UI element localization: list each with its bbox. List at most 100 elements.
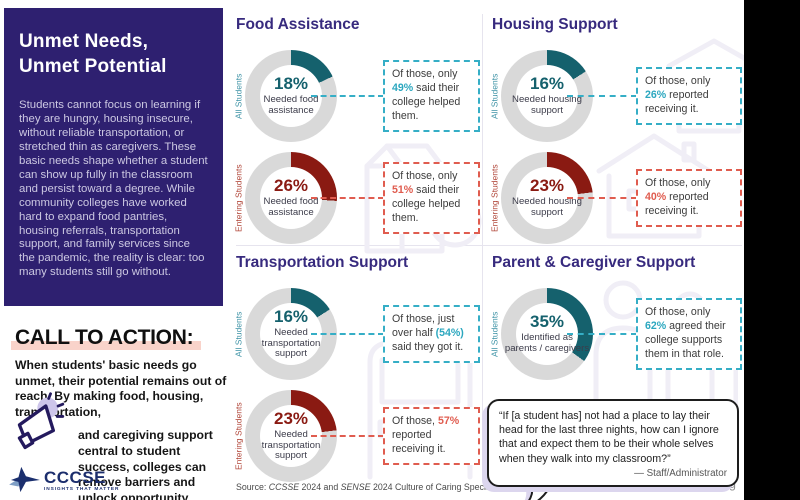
donut-percentage: 23% [529, 176, 565, 196]
quote-bubble: “If [a student has] not had a place to l… [487, 399, 739, 487]
callout-connector-line [567, 333, 637, 335]
donut-center: 16% Needed transportation support [245, 288, 337, 380]
page-title-line1: Unmet Needs, [19, 31, 149, 52]
quote-callout: “If [a student has] not had a place to l… [487, 399, 739, 500]
donut-center: 23% Needed housing support [501, 152, 593, 244]
cccse-logo: CCCSE INSIGHTS THAT MATTER [8, 466, 119, 494]
intro-paragraph: Students cannot focus on learning if the… [19, 99, 208, 279]
donut-percentage: 16% [273, 306, 309, 326]
donut-percentage: 26% [273, 176, 309, 196]
callout-box: Of those, only 40% reported receiving it… [636, 169, 742, 227]
callout-text: Of those, only [645, 75, 711, 88]
donut-percentage: 23% [273, 408, 309, 428]
group-label: Entering Students [233, 402, 244, 470]
donut-percentage: 18% [273, 74, 309, 94]
donut-label: Needed housing support [512, 196, 582, 218]
donut-center: 23% Needed transportation support [245, 390, 337, 482]
callout-connector-line [567, 197, 637, 199]
group-label: All Students [489, 311, 500, 357]
callout-connector-line [567, 95, 637, 97]
group-label: Entering Students [489, 164, 500, 232]
callout-connector-line [311, 333, 384, 335]
callout-value: 49% [392, 82, 414, 95]
stat-row-transportation-all-students: All Students 16% Needed transportation s… [232, 282, 480, 386]
stat-row-food-entering-students: Entering Students 26% Needed food assist… [232, 146, 480, 250]
callout-text-post: said they got it. [392, 340, 464, 353]
group-label: All Students [233, 73, 244, 119]
call-to-action-text-2: and caregiving support central to studen… [78, 428, 213, 500]
callout-value: 51% [392, 184, 414, 197]
donut-center: 26% Needed food assistance [245, 152, 337, 244]
call-to-action: CALL TO ACTION: When students' basic nee… [10, 326, 231, 500]
section-title: Transportation Support [236, 254, 409, 271]
callout-text: Of those, [392, 415, 438, 428]
callout-connector-line [311, 95, 384, 97]
donut-center: 16% Needed housing support [501, 50, 593, 142]
cccse-logo-name: CCCSE [44, 467, 107, 487]
quote-text: “If [a student has] not had a place to l… [499, 410, 719, 465]
callout-text: Of those, just over half [392, 313, 455, 340]
callout-text: Of those, only [392, 68, 458, 81]
donut-center: 18% Needed food assistance [245, 50, 337, 142]
callout-text: Of those, only [392, 170, 458, 183]
source-suffix: 2024 Culture of Caring Special-Focus Mod… [370, 482, 556, 492]
callout-text: Of those, only [645, 177, 711, 190]
section-title: Food Assistance [236, 16, 360, 33]
megaphone-icon [17, 392, 65, 450]
callout-box: Of those, only 49% said their college he… [383, 60, 480, 132]
stat-row-parent-all-students: All Students 35% Identified as parents /… [488, 282, 742, 386]
section-title: Parent & Caregiver Support [492, 254, 696, 271]
group-label: Entering Students [233, 164, 244, 232]
stat-row-food-all-students: All Students 18% Needed food assistance … [232, 44, 480, 148]
callout-connector-line [311, 435, 384, 437]
donut-label: Needed transportation support [261, 428, 321, 462]
stat-row-transportation-entering-students: Entering Students 23% Needed transportat… [232, 384, 480, 488]
callout-box: Of those, only 26% reported receiving it… [636, 67, 742, 125]
donut-label: Needed food assistance [263, 196, 319, 218]
callout-value: 62% [645, 320, 667, 333]
cccse-logo-mark-icon [9, 466, 40, 493]
donut-chart-transportation-entering: 23% Needed transportation support [245, 390, 337, 482]
call-to-action-heading: CALL TO ACTION: [10, 326, 202, 350]
source-note: Source: CCSSE 2024 and SENSE 2024 Cultur… [236, 482, 555, 492]
donut-percentage: 16% [529, 74, 565, 94]
callout-box: Of those, only 51% said their college he… [383, 162, 480, 234]
donut-chart-food-all: 18% Needed food assistance [245, 50, 337, 142]
donut-label: Needed food assistance [263, 94, 319, 116]
quote-bubble-tail [524, 483, 553, 500]
quote-attribution: — Staff/Administrator [634, 467, 727, 479]
callout-box: Of those, 57% reported receiving it. [383, 407, 480, 465]
section-food-assistance: Food Assistance All Students 18% Needed … [232, 8, 482, 254]
section-housing-support: Housing Support All Students 16% Needed … [488, 8, 744, 246]
donut-label: Identified as parents / caregivers [504, 332, 590, 354]
callout-connector-line [311, 197, 384, 199]
callout-box: Of those, just over half (54%) said they… [383, 305, 480, 363]
callout-text: Of those, only [645, 306, 711, 319]
callout-value: 40% [645, 191, 667, 204]
stat-row-housing-entering-students: Entering Students 23% Needed housing sup… [488, 146, 742, 250]
page-title-line2: Unmet Potential [19, 55, 167, 77]
section-transportation-support: Transportation Support All Students 16% … [232, 246, 482, 492]
call-to-action-text-1: When students' basic needs go unmet, the… [15, 358, 227, 419]
donut-center: 35% Identified as parents / caregivers [501, 288, 593, 380]
callout-value: (54%) [435, 327, 464, 340]
vertical-divider [482, 14, 483, 462]
source-prefix: Source: [236, 482, 269, 492]
group-label: All Students [489, 73, 500, 119]
donut-label: Needed transportation support [261, 326, 321, 360]
cccse-logo-text: CCCSE INSIGHTS THAT MATTER [44, 469, 119, 492]
cccse-logo-tagline: INSIGHTS THAT MATTER [44, 486, 120, 492]
donut-percentage: 35% [529, 312, 565, 332]
callout-value: 26% [645, 89, 667, 102]
stat-row-housing-all-students: All Students 16% Needed housing support … [488, 44, 742, 148]
donut-label: Needed housing support [512, 94, 582, 116]
callout-text-post: reported receiving it. [392, 429, 446, 455]
right-black-bar [744, 0, 800, 500]
horizontal-divider [236, 245, 742, 246]
source-sense: SENSE [340, 482, 371, 492]
callout-box: Of those, only 62% agreed their college … [636, 298, 742, 370]
source-ccsse: CCSSE [268, 482, 300, 492]
callout-text-post: said their college helped them. [392, 82, 461, 122]
page-title: Unmet Needs, Unmet Potential [19, 30, 208, 79]
